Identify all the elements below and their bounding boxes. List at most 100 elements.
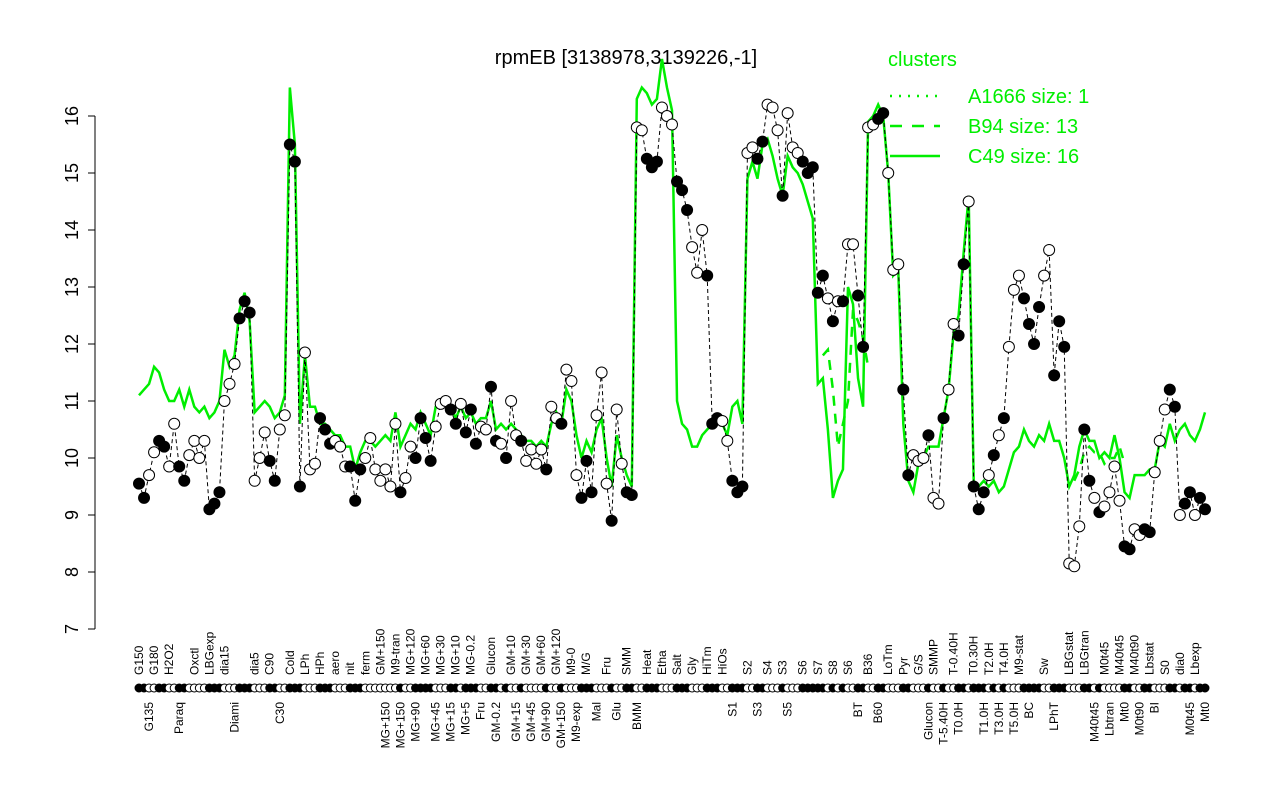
y-tick-label: 14 — [62, 220, 82, 240]
y-axis: 7 8 9 10 11 12 13 14 15 16 — [62, 106, 96, 634]
x-tick-label: M/G — [579, 652, 593, 675]
data-point — [1183, 486, 1196, 499]
data-point — [409, 452, 422, 464]
data-point — [168, 417, 181, 430]
data-point — [555, 417, 568, 430]
x-tick-label: S2 — [740, 660, 754, 675]
x-tick-label: M0t45 — [1097, 641, 1111, 675]
data-point — [319, 423, 332, 436]
x-tick-label: G150 — [132, 645, 146, 675]
data-point — [399, 471, 412, 484]
x-tick-label: LPhT — [1047, 701, 1061, 730]
data-point — [1033, 300, 1046, 313]
x-tick-label: MG+150 — [378, 702, 392, 749]
x-tick-label: Lbtran — [1102, 702, 1116, 736]
data-point — [500, 452, 513, 464]
x-tick-label: M40t45 — [1113, 635, 1127, 675]
data-point — [454, 397, 467, 410]
data-point — [334, 440, 347, 453]
data-point — [1053, 315, 1066, 328]
x-tick-label: LBGexp — [202, 631, 216, 675]
data-point — [1002, 340, 1015, 353]
data-point — [183, 449, 196, 462]
x-tick-label: S5 — [781, 702, 795, 717]
data-point — [515, 434, 528, 447]
x-tick-label: aero — [328, 651, 342, 675]
x-tick-label: BMM — [630, 702, 644, 730]
x-tick-label: nit — [343, 662, 357, 675]
x-tick-label: Fru — [474, 702, 488, 720]
y-tick-label: 11 — [62, 392, 82, 411]
data-point — [138, 491, 151, 504]
data-point — [650, 155, 663, 168]
x-tick-label: HiOs — [715, 648, 729, 675]
data-point — [389, 417, 402, 430]
data-point — [967, 480, 980, 493]
data-point — [258, 426, 271, 439]
data-point — [816, 269, 829, 282]
x-tick-label: HiTm — [700, 646, 714, 675]
data-point — [1073, 520, 1086, 533]
x-tick-label: Glucon — [921, 702, 935, 740]
data-point — [233, 312, 246, 325]
cluster-b94-line — [821, 309, 1126, 482]
data-point — [1123, 543, 1136, 556]
data-point — [691, 266, 704, 279]
x-tick-label: GM-0.2 — [489, 702, 503, 742]
x-tick-label: Paraq — [172, 702, 186, 734]
data-point — [178, 474, 191, 487]
data-point — [198, 434, 211, 447]
data-point — [852, 289, 865, 302]
y-tick-label: 13 — [62, 277, 82, 297]
data-point — [570, 469, 583, 482]
x-tick-label: LPh — [298, 654, 312, 675]
y-tick-label: 15 — [62, 163, 82, 183]
x-tick-label: GM+15 — [509, 702, 523, 742]
x-tick-label: GM+90 — [539, 702, 553, 742]
data-point — [479, 423, 492, 436]
x-tick-label: T2.0H — [982, 642, 996, 675]
x-tick-label: Glu — [610, 702, 624, 721]
x-tick-label: T1.0H — [977, 702, 991, 735]
data-point — [1043, 243, 1056, 256]
data-point — [404, 440, 417, 453]
data-point — [992, 429, 1005, 442]
data-point — [283, 138, 296, 151]
data-point — [605, 514, 618, 527]
data-point — [857, 340, 870, 353]
x-tick-label: M40t90 — [1128, 635, 1142, 675]
x-tick-label: B60 — [871, 702, 885, 724]
x-tick-label: M9-stat — [1012, 634, 1026, 675]
data-point — [1028, 338, 1041, 350]
x-tick-label: H2O2 — [162, 643, 176, 675]
data-point — [193, 452, 206, 464]
data-point — [560, 363, 573, 376]
data-point — [615, 457, 628, 470]
data-point — [218, 395, 231, 407]
data-point — [917, 452, 930, 464]
data-point — [766, 101, 779, 114]
x-tick-label: MG+45 — [429, 702, 443, 742]
x-tick-label: MG-0.2 — [464, 635, 478, 675]
x-tick-label: Heat — [640, 649, 654, 675]
x-tick-label: Etha — [655, 650, 669, 675]
data-point — [1023, 318, 1036, 331]
data-point — [681, 204, 694, 217]
data-point — [314, 412, 327, 425]
data-point — [701, 269, 714, 282]
y-tick-label: 16 — [62, 106, 82, 126]
data-point — [293, 480, 306, 493]
x-tick-label: Gly — [685, 657, 699, 675]
x-tick-label: Salt — [670, 654, 684, 675]
x-tick-label: T3.0H — [992, 702, 1006, 735]
data-point — [962, 195, 975, 208]
data-point — [1178, 497, 1191, 510]
x-tick-label: MG+5 — [459, 702, 473, 735]
x-tick-label: SMM — [620, 647, 634, 675]
data-point — [359, 452, 372, 464]
data-point — [228, 357, 241, 370]
data-point — [263, 454, 276, 467]
x-tick-label: MG+150 — [393, 702, 407, 749]
data-point — [173, 460, 186, 473]
